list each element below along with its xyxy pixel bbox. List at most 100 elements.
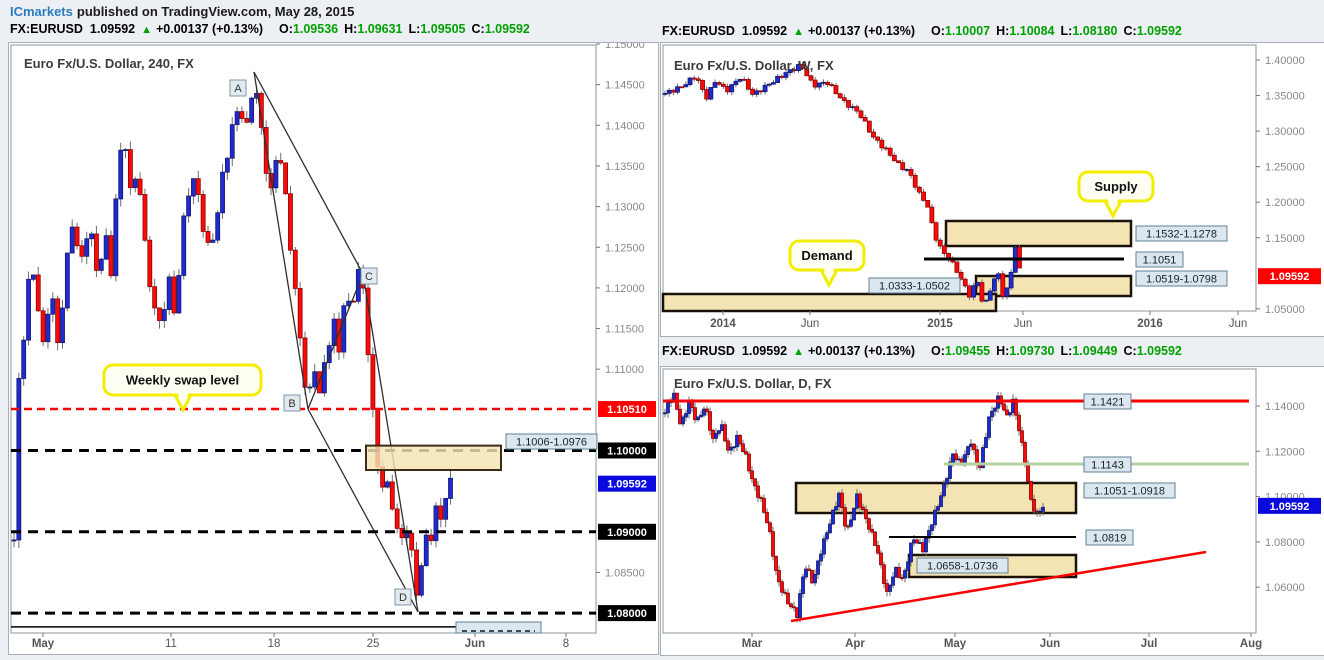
candle-up: [448, 477, 453, 499]
candle-down: [147, 239, 153, 288]
candle-down: [921, 191, 926, 201]
candle-down: [879, 552, 883, 566]
candle-up: [927, 530, 931, 539]
price-tag: [598, 401, 656, 418]
level-value-text: 1.0819: [1093, 533, 1127, 545]
candle-down: [783, 591, 787, 594]
y-axis-label: 1.40000: [1265, 55, 1305, 67]
candle-up: [69, 226, 75, 254]
candle-down: [726, 440, 730, 451]
candle-up: [771, 82, 776, 85]
candle-down: [370, 354, 376, 410]
candle-down: [1023, 442, 1027, 466]
y-axis-label: 1.12000: [605, 283, 645, 295]
candle-down: [756, 485, 760, 498]
candle-up: [729, 446, 733, 451]
candle-down: [841, 97, 847, 101]
candle-up: [816, 82, 822, 88]
candle-up: [696, 416, 700, 421]
candle-down: [288, 193, 293, 251]
candle-down: [336, 318, 342, 353]
candle-down: [137, 178, 143, 195]
candle-up: [729, 84, 735, 93]
close-label: C:: [471, 22, 485, 36]
candle-up: [775, 75, 780, 83]
candle-up: [321, 362, 327, 394]
candle-up: [909, 542, 913, 563]
candle-up: [418, 565, 424, 596]
candle-down: [885, 583, 889, 592]
candle-up: [850, 106, 856, 109]
candle-up: [64, 252, 70, 309]
candle-down: [861, 506, 865, 511]
low-label: L:: [1060, 24, 1073, 38]
candle-down: [700, 80, 705, 90]
y-axis-label: 1.11500: [605, 324, 644, 336]
close-value: 1.09592: [1136, 344, 1182, 358]
candle-down: [244, 118, 250, 123]
candle-down: [937, 239, 943, 247]
candle-up: [891, 576, 895, 586]
y-axis-label: 1.14500: [605, 80, 645, 92]
candle-up: [118, 149, 124, 200]
candle-up: [326, 345, 332, 364]
candle-down: [1002, 403, 1006, 411]
high-value: 1.10084: [1009, 24, 1055, 38]
candle-up: [993, 407, 997, 412]
level-value-label: [1135, 225, 1228, 242]
low-value: 1.09449: [1072, 344, 1118, 358]
candle-up: [930, 524, 934, 531]
candle-down: [891, 154, 897, 162]
chart-panel-daily: 1.14000 1.12000 1.10000 1.08000 1.06000 Mar Ap…: [660, 366, 1324, 656]
candle-up: [662, 93, 668, 95]
candle-down: [195, 178, 201, 195]
candle-down: [738, 435, 742, 445]
candle-down: [1014, 398, 1018, 416]
level-value-label: [1083, 456, 1132, 473]
candle-up: [735, 435, 739, 448]
candle-up: [307, 386, 313, 389]
candle-up: [948, 461, 952, 479]
candle-down: [804, 68, 810, 77]
chart-svg-w: 1.40000 1.35000 1.30000 1.25000 1.20000 1.150…: [661, 44, 1321, 330]
candle-down: [74, 226, 80, 247]
candle-up: [443, 498, 449, 520]
brand-link[interactable]: ICmarkets: [10, 4, 73, 19]
price-tag: [598, 442, 656, 459]
candle-down: [958, 271, 964, 280]
price-tag: [598, 605, 656, 622]
level-value-text: 1.1051: [1143, 255, 1177, 267]
ticker-symbol: FX:EURUSD: [662, 344, 735, 358]
candle-up: [103, 235, 109, 260]
swing-letter-box-B: [283, 394, 301, 412]
candle-up: [687, 77, 693, 85]
candle-up: [672, 392, 676, 401]
candle-down: [741, 78, 747, 81]
candle-up: [312, 371, 318, 388]
header: ICmarkets published on TradingView.com, M…: [10, 4, 354, 19]
open-value: 1.09455: [944, 344, 991, 358]
candle-down: [679, 86, 685, 89]
level-value-label: [505, 433, 598, 450]
candle-down: [55, 298, 61, 344]
candle-down: [800, 64, 806, 69]
candle-down: [142, 194, 148, 241]
candle-up: [1004, 287, 1010, 297]
x-axis-label: Jun: [1014, 318, 1033, 330]
level-value-text: 1.0519-1.0798: [1146, 274, 1217, 286]
candle-up: [912, 539, 916, 544]
candle-up: [254, 93, 259, 99]
candle-down: [157, 307, 162, 321]
high-label: H:: [996, 24, 1010, 38]
candle-down: [854, 106, 860, 112]
candle-up: [904, 169, 910, 171]
candle-down: [843, 507, 847, 527]
candle-up: [837, 492, 841, 507]
candle-up: [828, 523, 832, 534]
candle-up: [939, 495, 943, 508]
y-axis-label: 1.12000: [1265, 446, 1305, 458]
candle-up: [852, 507, 856, 521]
ticker-price: 1.09592: [89, 22, 136, 36]
clipped-range-label: [455, 621, 542, 634]
candle-down: [693, 407, 697, 421]
